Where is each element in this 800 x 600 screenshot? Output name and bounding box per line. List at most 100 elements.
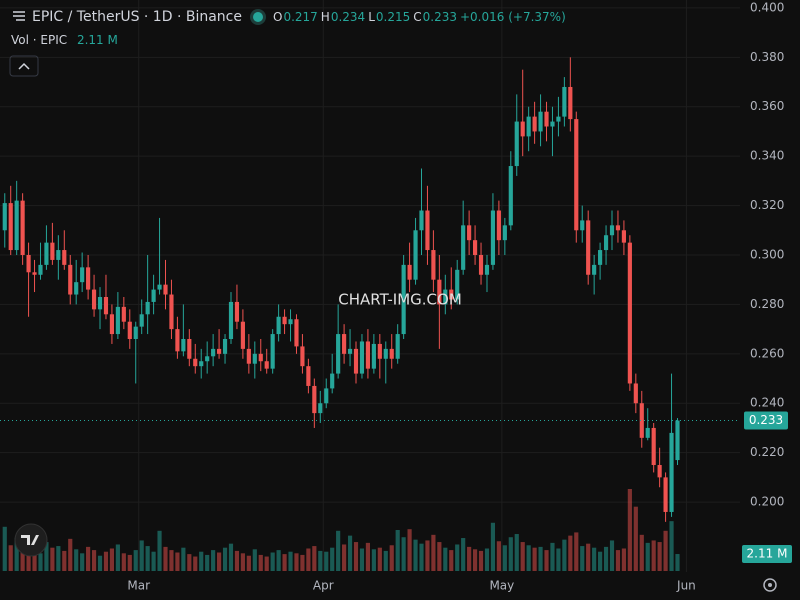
y-tick-label: 0.380 — [750, 50, 784, 64]
candle-body — [532, 116, 537, 132]
volume-bar — [401, 537, 406, 571]
volume-bar — [633, 506, 638, 571]
candle-body — [205, 356, 210, 362]
candle-body — [657, 465, 662, 478]
volume-bar — [603, 546, 609, 571]
volume-bar — [544, 550, 549, 571]
collapse-button[interactable] — [9, 55, 39, 77]
volume-bar — [496, 541, 501, 571]
volume-bar — [127, 554, 132, 571]
volume-bar — [175, 552, 180, 571]
candle-body — [675, 420, 680, 461]
candle-body — [187, 338, 192, 359]
candle-body — [342, 334, 347, 354]
volume-bar — [205, 554, 210, 571]
candle-body — [276, 316, 281, 335]
volume-bar — [216, 552, 222, 571]
volume-bar — [8, 545, 13, 571]
volume-bar — [657, 542, 662, 571]
volume-bar — [342, 544, 347, 571]
candle-body — [336, 334, 341, 374]
volume-bar — [550, 542, 555, 571]
volume-bar — [359, 548, 365, 571]
volume-bar — [455, 544, 460, 571]
volume-bar — [246, 555, 251, 571]
candle-body — [270, 334, 275, 369]
volume-bar — [288, 551, 293, 571]
candle-body — [514, 121, 519, 167]
volume-bar — [478, 550, 484, 571]
candle-body — [627, 242, 632, 384]
ohlc-label: L — [368, 10, 375, 24]
candle-body — [330, 373, 335, 389]
volume-bar — [669, 521, 674, 571]
volume-bar — [598, 551, 603, 571]
volume-bar — [449, 550, 454, 571]
y-tick-label: 0.220 — [750, 445, 784, 459]
volume-bar — [133, 550, 138, 571]
volume-bar — [32, 551, 37, 571]
candle-body — [169, 294, 174, 330]
volume-bar — [556, 548, 561, 571]
y-tick-label: 0.280 — [750, 297, 784, 311]
status-dot — [252, 12, 263, 22]
candle-body — [288, 319, 293, 325]
candle-body — [651, 427, 656, 466]
candle-body — [395, 334, 400, 359]
candle-body — [8, 203, 13, 251]
candle-body — [234, 301, 240, 322]
candle-body — [377, 343, 382, 359]
volume-bar — [609, 540, 615, 571]
volume-bar — [2, 526, 7, 571]
candle-body — [14, 200, 19, 251]
volume-bar — [538, 546, 543, 571]
volume-bar — [91, 550, 97, 571]
candle-body — [592, 264, 597, 275]
volume-bar — [395, 530, 400, 571]
candle-body — [103, 296, 109, 315]
change: +0.016 (+7.37%) — [459, 10, 566, 24]
volume-bar — [586, 543, 591, 571]
settings-button[interactable] — [763, 578, 777, 592]
candle-body — [127, 321, 132, 339]
volume-bar — [508, 537, 513, 571]
candle-body — [562, 86, 567, 117]
volume-bar — [252, 549, 257, 571]
logo[interactable] — [14, 523, 48, 557]
volume-bar — [282, 554, 287, 571]
candle-body — [496, 210, 501, 241]
volume-bar — [353, 542, 359, 571]
candle-body — [472, 240, 478, 255]
y-tick-label: 0.400 — [750, 0, 784, 14]
candle-body — [568, 86, 573, 120]
candle-body — [419, 210, 424, 231]
candle-body — [371, 343, 376, 369]
volume-bar — [490, 522, 496, 571]
candle-body — [56, 250, 61, 260]
volume-bar — [383, 550, 388, 571]
volume-value: 2.11 M — [76, 33, 118, 47]
volume-bar — [336, 530, 341, 571]
x-tick-label: Apr — [313, 579, 334, 593]
volume-bar — [68, 538, 73, 571]
volume-bar — [306, 548, 311, 571]
candle-body — [74, 282, 79, 295]
candle-body — [222, 338, 228, 354]
y-tick-label: 0.300 — [750, 247, 784, 261]
volume-bar — [365, 542, 370, 571]
volume-bar — [270, 552, 275, 571]
candle-body — [324, 388, 329, 404]
candle-body — [115, 306, 120, 335]
volume-bar — [228, 543, 234, 571]
candle-body — [449, 289, 454, 300]
volume-bar — [324, 551, 329, 571]
candle-body — [645, 427, 650, 438]
candle-body — [216, 348, 222, 354]
candle-body — [633, 383, 638, 404]
volume-bar — [139, 540, 144, 571]
candle-body — [431, 250, 436, 280]
candle-body — [109, 314, 115, 335]
candle-body — [318, 403, 323, 414]
